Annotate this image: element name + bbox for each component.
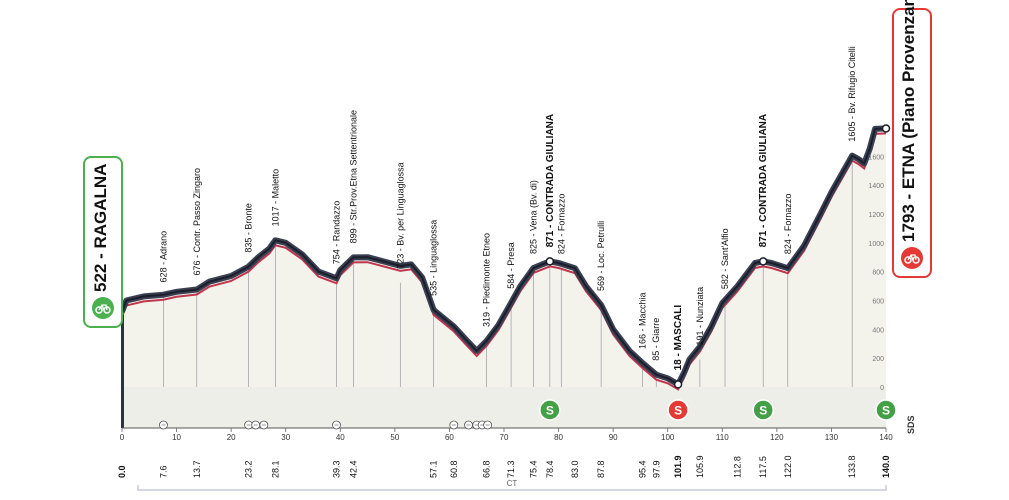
- alt-tick-4: 800: [872, 270, 884, 277]
- km-mark-20: 117.5: [758, 456, 768, 478]
- km-mark-21: 122.0: [783, 455, 793, 478]
- km-axis-label-1: 10: [172, 433, 181, 442]
- waypoint-label-12: 824 - Fornazzo: [556, 194, 566, 255]
- start-wall: [121, 314, 124, 428]
- km-axis-label-5: 50: [390, 433, 399, 442]
- km-mark-14: 87.8: [596, 460, 606, 478]
- alt-tick-8: 1600: [868, 154, 884, 161]
- sprint-badge-1: [667, 399, 689, 421]
- alt-tick-5: 1000: [868, 241, 884, 248]
- km-mark-12: 78.4: [545, 460, 555, 478]
- waypoint-label-2: 835 - Bronte: [244, 203, 254, 253]
- km-axis-label-9: 90: [609, 433, 618, 442]
- sprint-badge-3: [875, 399, 897, 421]
- km-mark-10: 71.3: [506, 460, 516, 478]
- alt-tick-6: 1200: [868, 212, 884, 219]
- sprint-badge-2: [752, 399, 774, 421]
- km-axis-label-14: 140: [879, 433, 893, 442]
- waypoint-label-6: 723 - Bv. per Linguaglossa: [395, 162, 405, 268]
- waypoint-label-19: 871 - CONTRADA GIULIANA: [758, 114, 769, 248]
- sprint-letter-0: S: [546, 404, 554, 418]
- finish-bike-icon: [901, 247, 923, 269]
- km-mark-8: 60.8: [449, 460, 459, 478]
- waypoint-label-3: 1017 - Maletto: [270, 169, 280, 227]
- km-mark-13: 83.0: [570, 460, 580, 478]
- km-mark-6: 42.4: [348, 460, 358, 478]
- km-mark-7: 57.1: [429, 460, 439, 478]
- sprint-dot-3: [881, 124, 891, 133]
- waypoint-label-21: 1605 - Bv. Rifugio Citelli: [847, 46, 857, 141]
- sprint-dot-1: [673, 380, 683, 389]
- sprint-dot-0: [545, 257, 555, 266]
- start-label: 522 - RAGALNA: [91, 163, 110, 292]
- km-mark-3: 23.2: [244, 460, 254, 478]
- waypoint-label-13: 569 - Loc. Petrulli: [596, 221, 606, 291]
- waypoint-label-16: 18 - MASCALI: [673, 305, 684, 371]
- km-axis-label-10: 100: [661, 433, 675, 442]
- km-axis-label-2: 20: [227, 433, 236, 442]
- sprint-dot-2: [758, 257, 768, 266]
- finish-box: 1793 - ETNA (Piano Provenzana): [892, 0, 932, 278]
- km-mark-5: 39.3: [331, 460, 341, 478]
- km-mark-15: 95.4: [638, 460, 648, 478]
- km-mark-17: 101.9: [673, 455, 683, 478]
- km-mark-18: 105.9: [695, 455, 705, 478]
- km-mark-16: 97.9: [651, 460, 661, 478]
- waypoint-label-15: 85 - Giarre: [651, 318, 661, 361]
- waypoint-label-14: 166 - Macchia: [638, 293, 648, 350]
- km-mark-11: 75.4: [528, 460, 538, 478]
- sprint-badge-0: [539, 399, 561, 421]
- alt-tick-7: 1400: [868, 183, 884, 190]
- km-mark-1: 7.6: [158, 465, 168, 478]
- km-mark-9: 66.8: [482, 460, 492, 478]
- waypoint-label-7: 535 - Linguaglossa: [429, 220, 439, 296]
- km-mark-4: 28.1: [270, 460, 280, 478]
- start-box: 522 - RAGALNA: [83, 156, 123, 328]
- waypoint-label-0: 628 - Adrano: [158, 231, 168, 283]
- sprint-letter-1: S: [674, 404, 682, 418]
- km-mark-22: 133.8: [847, 455, 857, 478]
- km-axis-label-4: 40: [336, 433, 345, 442]
- finish-label: 1793 - ETNA (Piano Provenzana): [899, 0, 918, 242]
- alt-tick-2: 400: [872, 327, 884, 334]
- km-axis-label-12: 120: [770, 433, 784, 442]
- km-axis-label-7: 70: [500, 433, 509, 442]
- km-mark-2: 13.7: [192, 460, 202, 478]
- sds-label: SDS: [906, 415, 916, 434]
- km-axis-label-11: 110: [716, 433, 729, 442]
- waypoint-label-8: 319 - Piedimonte Etneo: [482, 233, 492, 327]
- km-axis-label-3: 30: [281, 433, 290, 442]
- waypoint-label-4: 754 - Randazzo: [331, 201, 341, 265]
- km-axis-label-13: 130: [825, 433, 839, 442]
- km-mark-19: 112.8: [733, 456, 743, 478]
- waypoint-label-9: 584 - Presa: [506, 242, 516, 289]
- ct-label: CT: [507, 479, 518, 488]
- sprint-letter-2: S: [759, 404, 767, 418]
- alt-tick-0: 0: [880, 385, 884, 392]
- start-bike-icon: [92, 297, 114, 319]
- waypoint-label-17: 191 - Nunziata: [695, 287, 705, 346]
- waypoint-label-1: 676 - Contr. Passo Zingaro: [192, 168, 202, 276]
- ct-bracket: [137, 485, 887, 491]
- waypoint-label-18: 582 - Sant'Alfio: [720, 228, 730, 289]
- sprint-letter-3: S: [882, 404, 890, 418]
- km-axis-label-6: 60: [445, 433, 454, 442]
- waypoint-label-10: 825 - Vena (Bv. di): [528, 180, 538, 254]
- waypoint-label-20: 824 - Fornazzo: [783, 194, 793, 255]
- km-axis-label-8: 80: [554, 433, 563, 442]
- waypoint-label-5: 899 - Str.Prov.Etna Settentrionale: [348, 110, 358, 243]
- alt-tick-1: 200: [872, 356, 884, 363]
- alt-tick-3: 600: [872, 298, 884, 305]
- waypoint-label-11: 871 - CONTRADA GIULIANA: [545, 114, 556, 248]
- km-axis-label-0: 0: [120, 433, 125, 442]
- profile-base: [122, 387, 886, 428]
- km-mark-23: 140.0: [881, 455, 891, 478]
- km-mark-0: 0.0: [117, 465, 127, 478]
